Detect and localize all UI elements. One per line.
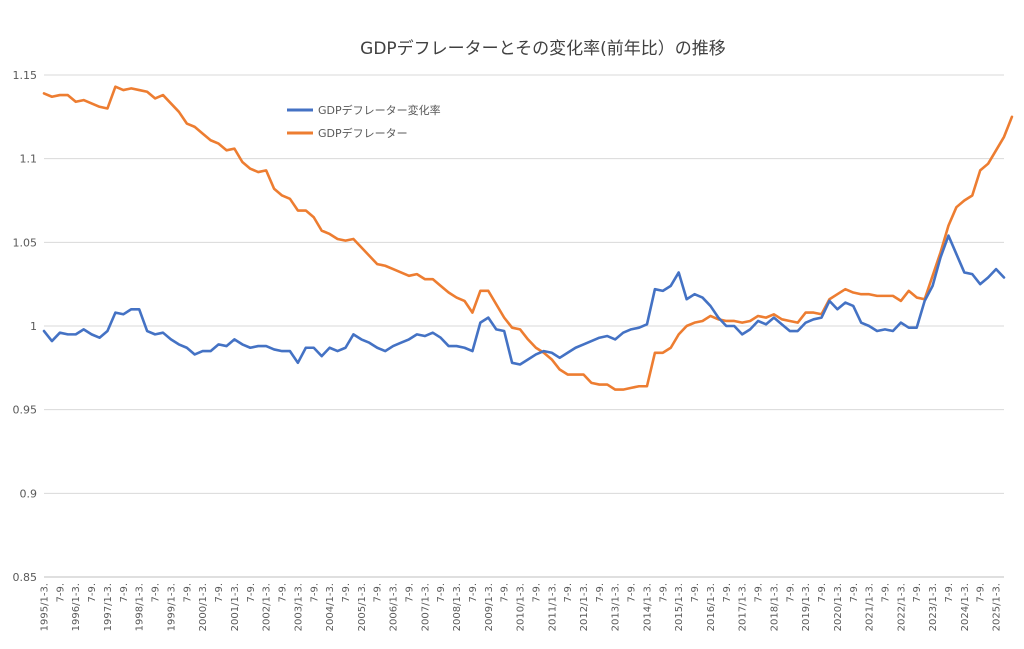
- x-tick-label: 2009/1-3.: [484, 583, 495, 631]
- x-tick-label: 1997/1-3.: [103, 583, 114, 631]
- x-tick-label: 2002/1-3.: [262, 583, 273, 631]
- x-tick-label: 2012/1-3.: [579, 583, 590, 631]
- x-tick-label: 7-9.: [151, 583, 162, 603]
- x-tick-label: 1998/1-3.: [135, 583, 146, 631]
- x-tick-label: 1995/1-3.: [40, 583, 51, 631]
- x-tick-label: 2015/1-3.: [674, 583, 685, 631]
- x-tick-label: 2003/1-3.: [293, 583, 304, 631]
- y-tick-label: 0.85: [13, 571, 38, 584]
- x-tick-label: 7-9.: [55, 583, 66, 603]
- x-tick-label: 2020/1-3.: [833, 583, 844, 631]
- x-tick-label: 2005/1-3.: [357, 583, 368, 631]
- x-tick-label: 1996/1-3.: [71, 583, 82, 631]
- x-tick-label: 7-9.: [817, 583, 828, 603]
- x-tick-label: 7-9.: [500, 583, 511, 603]
- x-tick-label: 7-9.: [87, 583, 98, 603]
- x-tick-label: 7-9.: [436, 583, 447, 603]
- x-tick-label: 2025/1-3.: [992, 583, 1003, 631]
- legend-item-deflator: GDPデフレーター: [287, 126, 408, 140]
- x-tick-label: 7-9.: [119, 583, 130, 603]
- x-tick-label: 7-9.: [373, 583, 384, 603]
- chart-title: GDPデフレーターとその変化率(前年比）の推移: [360, 38, 726, 59]
- x-tick-label: 7-9.: [182, 583, 193, 603]
- x-tick-label: 2008/1-3.: [452, 583, 463, 631]
- legend-item-deflator-change-rate: GDPデフレーター変化率: [287, 103, 441, 117]
- x-tick-label: 2011/1-3.: [547, 583, 558, 631]
- x-tick-label: 7-9.: [880, 583, 891, 603]
- x-tick-label: 7-9.: [468, 583, 479, 603]
- x-tick-label: 7-9.: [214, 583, 225, 603]
- x-tick-label: 7-9.: [944, 583, 955, 603]
- x-tick-label: 7-9.: [658, 583, 669, 603]
- x-tick-label: 7-9.: [754, 583, 765, 603]
- y-tick-label: 1.15: [13, 69, 38, 82]
- x-tick-label: 2021/1-3.: [865, 583, 876, 631]
- x-tick-label: 7-9.: [849, 583, 860, 603]
- deflator-change-rate-line: [42, 234, 1006, 366]
- x-tick-label: 2013/1-3.: [611, 583, 622, 631]
- y-axis-tick-labels: 0.85 0.9 0.95 1 1.05 1.1 1.15: [13, 69, 38, 584]
- x-tick-label: 7-9.: [912, 583, 923, 603]
- x-tick-label: 7-9.: [785, 583, 796, 603]
- x-tick-label: 2001/1-3.: [230, 583, 241, 631]
- y-tick-label: 0.9: [20, 487, 38, 500]
- x-tick-label: 7-9.: [341, 583, 352, 603]
- x-tick-label: 7-9.: [595, 583, 606, 603]
- gridlines: [44, 74, 1004, 578]
- y-tick-label: 1.1: [20, 153, 38, 166]
- deflator-line: [42, 85, 1014, 391]
- x-tick-label: 2018/1-3.: [769, 583, 780, 631]
- x-tick-label: 7-9.: [278, 583, 289, 603]
- x-tick-label: 7-9.: [246, 583, 257, 603]
- x-tick-label: 2024/1-3.: [960, 583, 971, 631]
- y-tick-label: 0.95: [13, 404, 38, 417]
- x-tick-label: 2006/1-3.: [389, 583, 400, 631]
- x-tick-label: 7-9.: [976, 583, 987, 603]
- x-tick-label: 2010/1-3.: [516, 583, 527, 631]
- x-tick-label: 7-9.: [309, 583, 320, 603]
- x-tick-label: 2007/1-3.: [420, 583, 431, 631]
- x-tick-label: 2016/1-3.: [706, 583, 717, 631]
- x-tick-label: 7-9.: [690, 583, 701, 603]
- x-tick-label: 2000/1-3.: [198, 583, 209, 631]
- x-tick-label: 7-9.: [722, 583, 733, 603]
- x-tick-label: 2004/1-3.: [325, 583, 336, 631]
- x-tick-label: 7-9.: [563, 583, 574, 603]
- x-tick-label: 2019/1-3.: [801, 583, 812, 631]
- x-tick-label: 2014/1-3.: [642, 583, 653, 631]
- x-tick-label: 2022/1-3.: [896, 583, 907, 631]
- legend-label: GDPデフレーター変化率: [318, 103, 441, 117]
- x-tick-label: 7-9.: [531, 583, 542, 603]
- series-lines: [42, 85, 1014, 391]
- y-tick-label: 1: [30, 320, 37, 333]
- x-tick-label: 7-9.: [627, 583, 638, 603]
- x-tick-label: 1999/1-3.: [166, 583, 177, 631]
- x-axis-tick-labels: 1995/1-3. 7-9. 1996/1-3. 7-9. 1997/1-3. 7-9. 1…: [40, 583, 1003, 631]
- y-tick-label: 1.05: [13, 236, 38, 249]
- legend: GDPデフレーター変化率 GDPデフレーター: [287, 103, 441, 140]
- legend-label: GDPデフレーター: [318, 126, 408, 140]
- x-tick-label: 2017/1-3.: [738, 583, 749, 631]
- x-tick-label: 7-9.: [404, 583, 415, 603]
- x-tick-label: 2023/1-3.: [928, 583, 939, 631]
